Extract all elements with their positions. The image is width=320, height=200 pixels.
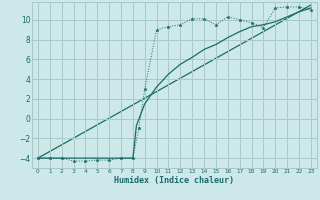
X-axis label: Humidex (Indice chaleur): Humidex (Indice chaleur) — [115, 176, 234, 185]
